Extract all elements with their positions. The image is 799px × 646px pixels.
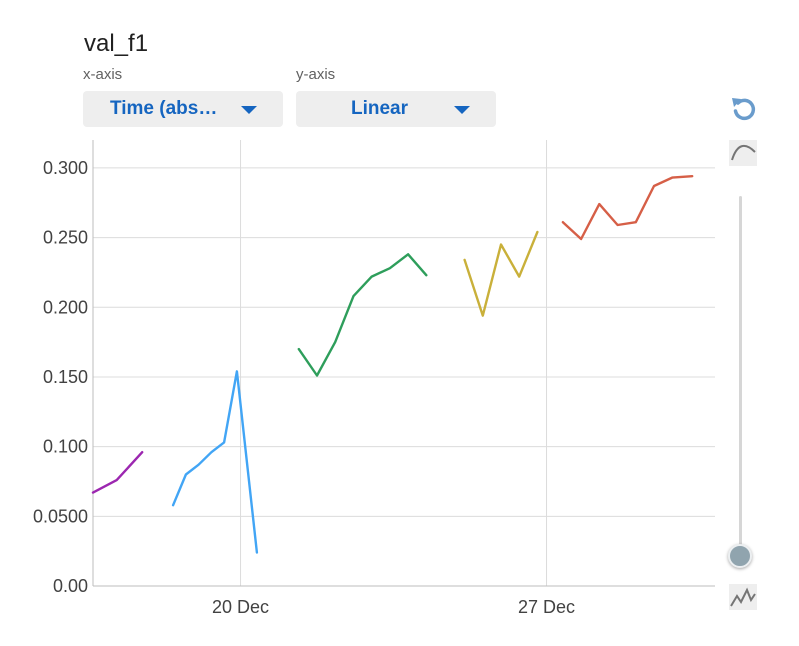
- x-axis-label: x-axis: [83, 66, 123, 83]
- y-tick-label: 0.00: [53, 576, 88, 596]
- reset-icon[interactable]: [729, 94, 759, 124]
- chevron-down-icon: [241, 106, 257, 114]
- y-tick-label: 0.300: [43, 158, 88, 178]
- y-tick-label: 0.100: [43, 437, 88, 457]
- series-line-3: [297, 253, 428, 377]
- smoothing-slider-thumb[interactable]: [728, 544, 752, 568]
- chevron-down-icon: [454, 106, 470, 114]
- raw-curve-icon[interactable]: [729, 584, 757, 610]
- series-line-2: [171, 370, 259, 554]
- grid: [92, 140, 715, 587]
- series-lines: [91, 174, 694, 554]
- x-axis-dropdown-value: Time (abs…: [110, 98, 218, 119]
- y-tick-label: 0.200: [43, 297, 88, 317]
- x-tick-label: 20 Dec: [212, 597, 269, 617]
- y-tick-label: 0.150: [43, 367, 88, 387]
- smoothing-slider-track[interactable]: [739, 196, 742, 556]
- smooth-curve-icon[interactable]: [729, 140, 757, 166]
- x-axis-dropdown[interactable]: Time (abs…: [83, 91, 283, 127]
- y-tick-label: 0.250: [43, 228, 88, 248]
- y-tick-label: 0.0500: [33, 506, 88, 526]
- y-axis-label: y-axis: [296, 66, 336, 83]
- series-line-1: [91, 451, 144, 494]
- y-axis-dropdown[interactable]: Linear: [296, 91, 496, 127]
- x-tick-label: 27 Dec: [518, 597, 575, 617]
- series-line-4: [463, 230, 539, 317]
- series-line-5: [561, 174, 694, 241]
- chart-title: val_f1: [84, 30, 149, 57]
- y-axis-dropdown-value: Linear: [351, 98, 409, 119]
- axis-ticks: 0.00 0.0500 0.100 0.150 0.200 0.250 0.300 20 De…: [33, 158, 575, 617]
